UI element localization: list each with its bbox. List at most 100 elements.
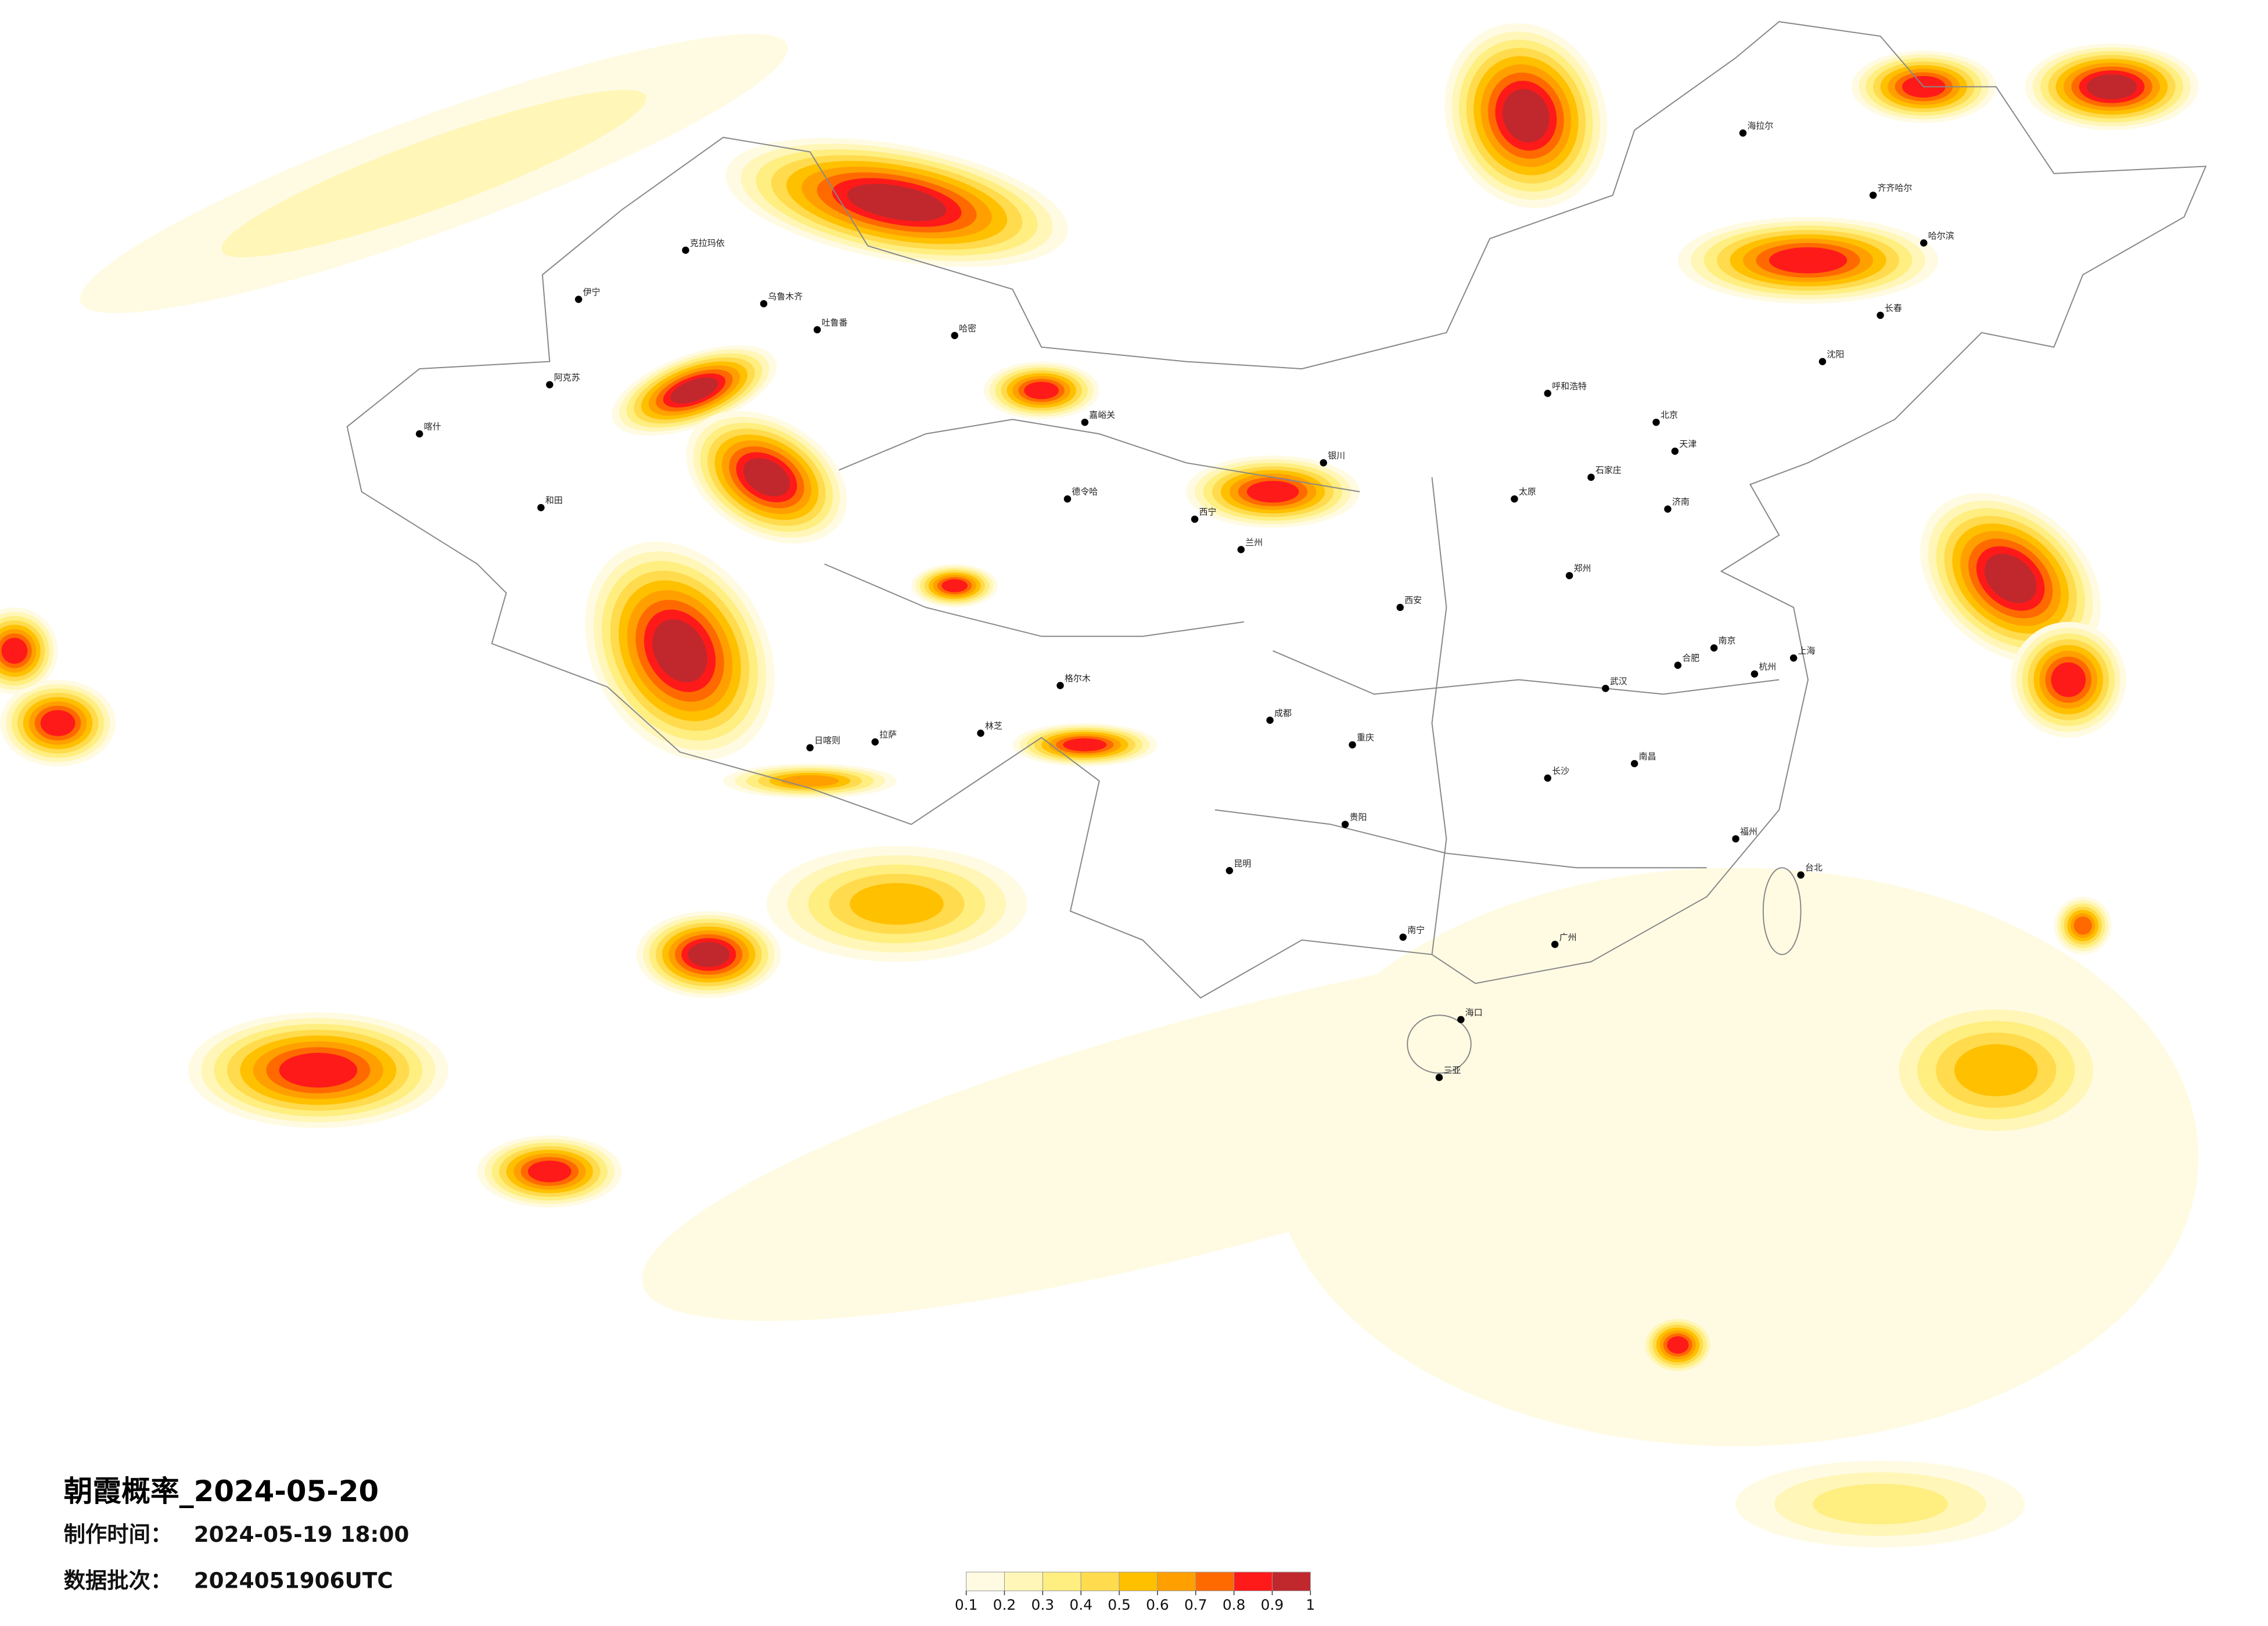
colorbar-swatch <box>1234 1571 1273 1591</box>
city-label: 济南 <box>1672 497 1690 507</box>
colorbar-label: 0.4 <box>1069 1596 1092 1613</box>
probability-area <box>1024 382 1059 400</box>
city-marker <box>1797 871 1805 879</box>
city-label: 太原 <box>1519 487 1536 497</box>
city-marker <box>1664 505 1672 513</box>
probability-area <box>40 710 76 736</box>
probability-area <box>1667 1336 1689 1354</box>
city-marker <box>1399 933 1407 941</box>
city-label: 重庆 <box>1357 732 1374 743</box>
probability-area <box>1 638 28 664</box>
city-label: 长沙 <box>1552 765 1569 776</box>
colorbar-label: 0.7 <box>1184 1596 1207 1613</box>
city-marker <box>1789 654 1798 662</box>
city-label: 林芝 <box>985 721 1002 731</box>
city-label: 南昌 <box>1639 751 1656 761</box>
city-marker <box>1544 390 1551 397</box>
probability-area <box>1813 1484 1948 1524</box>
probability-area <box>642 935 1817 1321</box>
city-marker <box>1237 546 1245 553</box>
colorbar-label: 0.9 <box>1261 1596 1284 1613</box>
probability-field <box>0 23 2199 1548</box>
city-label: 拉萨 <box>879 729 897 740</box>
colorbar-swatch <box>1119 1571 1158 1591</box>
city-marker <box>1869 191 1877 199</box>
probability-area <box>528 1160 572 1182</box>
city-label: 吐鲁番 <box>822 317 848 328</box>
colorbar-label: 0.5 <box>1108 1596 1131 1613</box>
city-label: 阿克苏 <box>554 372 580 383</box>
province-line <box>839 419 1360 492</box>
city-label: 银川 <box>1328 450 1345 461</box>
city-marker <box>977 729 984 737</box>
city-label: 海拉尔 <box>1747 121 1773 131</box>
city-label: 兰州 <box>1245 537 1263 548</box>
probability-area <box>1063 738 1107 751</box>
probability-area <box>1502 89 1550 143</box>
taiwan-outline <box>1762 867 1802 955</box>
probability-area <box>1954 1044 2038 1096</box>
probability-area <box>847 184 947 221</box>
probability-area <box>2086 74 2137 100</box>
city-label: 和田 <box>545 495 563 506</box>
city-marker <box>1457 1016 1465 1023</box>
city-marker <box>951 332 958 340</box>
city-marker <box>1396 603 1404 611</box>
city-label: 昆明 <box>1234 858 1251 869</box>
probability-area <box>652 619 707 683</box>
city-marker <box>1818 358 1827 365</box>
info-value: 2024-05-19 18:00 <box>194 1521 409 1547</box>
city-marker <box>1266 717 1274 724</box>
colorbar: 0.1 0.2 0.3 0.4 0.5 0.6 0.7 0.8 0.9 1 <box>955 1571 1315 1613</box>
city-marker <box>1587 473 1595 481</box>
city-label: 天津 <box>1679 439 1696 449</box>
probability-area <box>2073 916 2092 935</box>
city-label: 嘉峪关 <box>1089 410 1115 420</box>
province-line <box>1273 650 1780 695</box>
city-label: 南京 <box>1719 635 1736 646</box>
city-marker <box>813 326 821 334</box>
info-label: 制作时间： <box>64 1521 172 1547</box>
city-label: 成都 <box>1274 708 1292 718</box>
city-marker <box>1349 741 1356 749</box>
city-marker <box>1751 670 1759 678</box>
city-marker <box>1551 941 1559 948</box>
country-outline <box>346 21 2207 999</box>
probability-area <box>279 1053 358 1088</box>
city-marker <box>806 744 814 751</box>
city-marker <box>1191 515 1199 523</box>
city-marker <box>760 300 768 308</box>
city-label: 武汉 <box>1610 676 1627 686</box>
city-marker <box>1710 644 1718 652</box>
city-label: 西宁 <box>1199 507 1217 517</box>
city-marker <box>537 503 545 512</box>
city-marker <box>1652 418 1660 426</box>
city-label: 上海 <box>1798 646 1816 656</box>
probability-area <box>1984 553 2037 603</box>
probability-area <box>1246 481 1299 503</box>
colorbar-swatch <box>1080 1571 1120 1591</box>
province-line <box>824 563 1244 637</box>
city-label: 伊宁 <box>583 287 601 297</box>
city-marker <box>1320 459 1327 467</box>
city-label: 三亚 <box>1443 1065 1461 1075</box>
city-label: 西安 <box>1404 595 1422 606</box>
city-marker <box>1225 867 1234 875</box>
city-marker <box>1081 418 1089 426</box>
city-marker <box>574 296 583 303</box>
city-marker <box>1630 760 1638 768</box>
city-marker <box>1511 495 1518 503</box>
city-marker <box>1565 571 1573 580</box>
province-line <box>1431 477 1447 955</box>
city-label: 沈阳 <box>1827 349 1844 359</box>
probability-area <box>781 775 839 787</box>
colorbar-swatch <box>1157 1571 1196 1591</box>
city-label: 福州 <box>1740 826 1757 837</box>
city-marker <box>1732 835 1739 843</box>
colorbar-label: 0.3 <box>1031 1596 1055 1613</box>
city-label: 哈密 <box>959 323 976 333</box>
boundaries <box>346 21 2207 1074</box>
city-marker <box>1671 447 1679 455</box>
colorbar-swatch <box>1042 1571 1081 1591</box>
